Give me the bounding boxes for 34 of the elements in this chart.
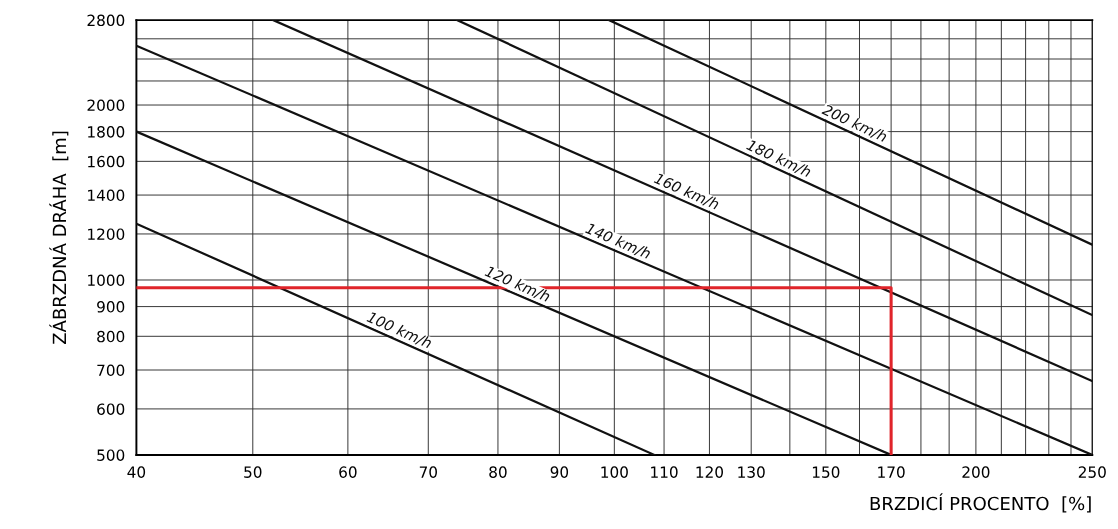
y-tick-label: 1800	[88, 126, 125, 138]
x-tick-label: 250	[1078, 466, 1106, 478]
y-tick-label: 2000	[87, 99, 125, 112]
x-tick-label: 40	[127, 466, 146, 478]
text: 120 km/h	[484, 265, 552, 304]
text: 140 km/h	[584, 222, 652, 261]
text: 180 km/h	[745, 138, 813, 179]
y-tick-label: 700	[97, 364, 125, 377]
x-tick-label: 170	[878, 466, 905, 478]
y-axis-title: ZÁBRZDNÁ DRÁHA [m]	[49, 131, 69, 345]
x-axis-title: BRZDICÍ PROCENTO [%]	[870, 493, 1091, 513]
x-tick-label: 110	[651, 466, 678, 478]
x-tick-label: 200	[962, 466, 990, 478]
x-tick-label: 70	[419, 466, 437, 478]
y-tick-label: 1000	[88, 274, 125, 287]
x-tick-label: 120	[696, 466, 724, 478]
y-tick-label: 600	[97, 403, 125, 415]
y-tick-label: 1200	[88, 228, 125, 240]
y-tick-label: 900	[97, 301, 125, 313]
y-tick-label: 2800	[87, 14, 125, 27]
y-tick-label: 500	[97, 449, 125, 461]
x-tick-label: 100	[601, 466, 628, 478]
y-tick-label: 800	[97, 330, 125, 343]
x-tick-label: 50	[244, 466, 262, 478]
y-tick-label: 1600	[88, 155, 125, 168]
text: 100 km/h	[365, 310, 433, 350]
x-tick-label: 80	[489, 466, 507, 478]
x-tick-label: 90	[550, 466, 569, 478]
text: 200 km/h	[820, 103, 888, 144]
text: 160 km/h	[653, 172, 721, 211]
y-tick-label: 1400	[88, 189, 125, 202]
x-tick-label: 60	[339, 466, 357, 478]
x-tick-label: 150	[812, 466, 840, 478]
x-tick-label: 130	[738, 466, 765, 478]
